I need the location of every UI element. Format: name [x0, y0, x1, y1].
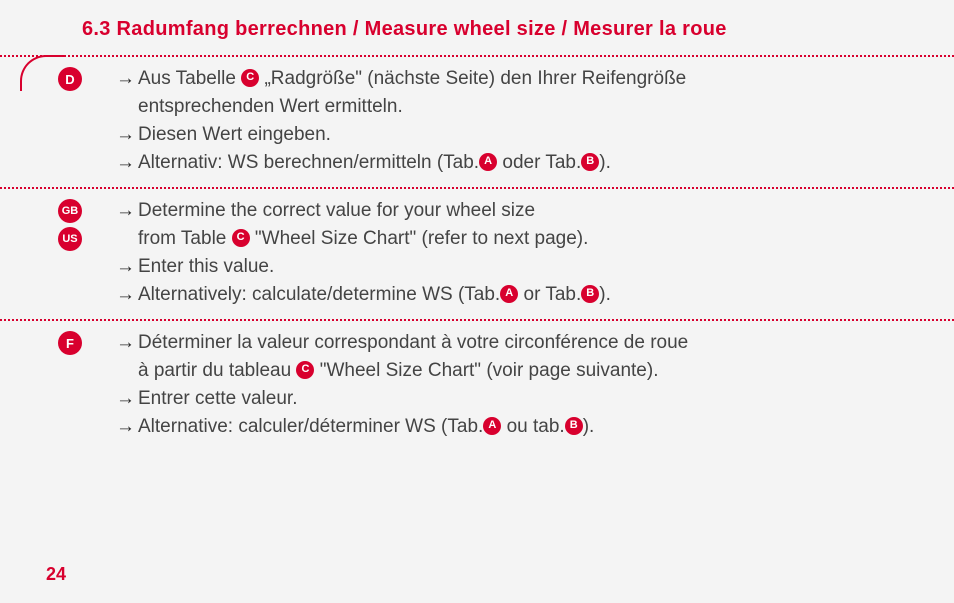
section-fr: F → Déterminer la valeur correspondant à… — [0, 321, 954, 451]
arrow-icon: → — [116, 281, 138, 309]
instruction-line: → Alternativ: WS berechnen/ermitteln (Ta… — [116, 149, 914, 177]
instruction-line: → Alternative: calculer/déterminer WS (T… — [116, 413, 914, 441]
page: 6.3 Radumfang berrechnen / Measure wheel… — [0, 0, 954, 603]
text-fragment: "Wheel Size Chart" (refer to next page). — [250, 228, 589, 249]
instruction-line: → Entrer cette valeur. — [116, 385, 914, 413]
arrow-icon: → — [116, 197, 138, 225]
instruction-continuation: entsprechenden Wert ermitteln. — [116, 93, 914, 121]
text-fragment: ). — [599, 284, 611, 305]
lang-badge-us: US — [58, 227, 82, 251]
instruction-text: Diesen Wert eingeben. — [138, 121, 914, 149]
page-number: 24 — [46, 564, 66, 585]
ref-badge-b: B — [581, 153, 599, 171]
instruction-text: Entrer cette valeur. — [138, 385, 914, 413]
text-fragment: "Wheel Size Chart" (voir page suivante). — [314, 360, 658, 381]
section-de: D → Aus Tabelle C „Radgröße" (nächste Se… — [0, 57, 954, 187]
ref-badge-a: A — [500, 285, 518, 303]
lang-badge-d: D — [58, 67, 82, 91]
text-fragment: ). — [583, 416, 595, 437]
ref-badge-c: C — [296, 361, 314, 379]
instruction-text: Alternativ: WS berechnen/ermitteln (Tab.… — [138, 149, 914, 177]
ref-badge-c: C — [232, 229, 250, 247]
ref-badge-a: A — [479, 153, 497, 171]
lang-badge-f: F — [58, 331, 82, 355]
ref-badge-b: B — [581, 285, 599, 303]
text-fragment: Alternative: calculer/déterminer WS (Tab… — [138, 416, 483, 437]
arrow-icon: → — [116, 65, 138, 93]
text-fragment: oder Tab. — [497, 152, 581, 173]
arrow-icon: → — [116, 121, 138, 149]
instruction-text: Alternative: calculer/déterminer WS (Tab… — [138, 413, 914, 441]
instruction-continuation: from Table C "Wheel Size Chart" (refer t… — [116, 225, 914, 253]
instruction-text: Enter this value. — [138, 253, 914, 281]
text-fragment: or Tab. — [518, 284, 581, 305]
arrow-icon: → — [116, 149, 138, 177]
ref-badge-c: C — [241, 69, 259, 87]
instruction-line: → Enter this value. — [116, 253, 914, 281]
lang-badges-de: D — [58, 67, 82, 91]
section-en: GB US → Determine the correct value for … — [0, 189, 954, 319]
lang-badges-fr: F — [58, 331, 82, 355]
lang-badge-gb: GB — [58, 199, 82, 223]
ref-badge-b: B — [565, 417, 583, 435]
instruction-line: → Diesen Wert eingeben. — [116, 121, 914, 149]
instruction-line: → Alternatively: calculate/determine WS … — [116, 281, 914, 309]
text-fragment: from Table — [138, 228, 232, 249]
instruction-continuation: à partir du tableau C "Wheel Size Chart"… — [116, 357, 914, 385]
text-fragment: Alternatively: calculate/determine WS (T… — [138, 284, 500, 305]
section-heading: 6.3 Radumfang berrechnen / Measure wheel… — [0, 0, 954, 55]
text-fragment: à partir du tableau — [138, 360, 296, 381]
text-fragment: ou tab. — [501, 416, 564, 437]
instruction-text: Déterminer la valeur correspondant à vot… — [138, 329, 914, 357]
instruction-text: Determine the correct value for your whe… — [138, 197, 914, 225]
instruction-line: → Determine the correct value for your w… — [116, 197, 914, 225]
ref-badge-a: A — [483, 417, 501, 435]
instruction-text: Alternatively: calculate/determine WS (T… — [138, 281, 914, 309]
text-fragment: ). — [599, 152, 611, 173]
instruction-line: → Déterminer la valeur correspondant à v… — [116, 329, 914, 357]
text-fragment: Alternativ: WS berechnen/ermitteln (Tab. — [138, 152, 479, 173]
text-fragment: „Radgröße" (nächste Seite) den Ihrer Rei… — [259, 68, 686, 89]
arrow-icon: → — [116, 329, 138, 357]
arrow-icon: → — [116, 385, 138, 413]
text-fragment: Aus Tabelle — [138, 68, 241, 89]
lang-badges-en: GB US — [58, 199, 82, 251]
instruction-text: Aus Tabelle C „Radgröße" (nächste Seite)… — [138, 65, 914, 93]
arrow-icon: → — [116, 253, 138, 281]
instruction-line: → Aus Tabelle C „Radgröße" (nächste Seit… — [116, 65, 914, 93]
arrow-icon: → — [116, 413, 138, 441]
